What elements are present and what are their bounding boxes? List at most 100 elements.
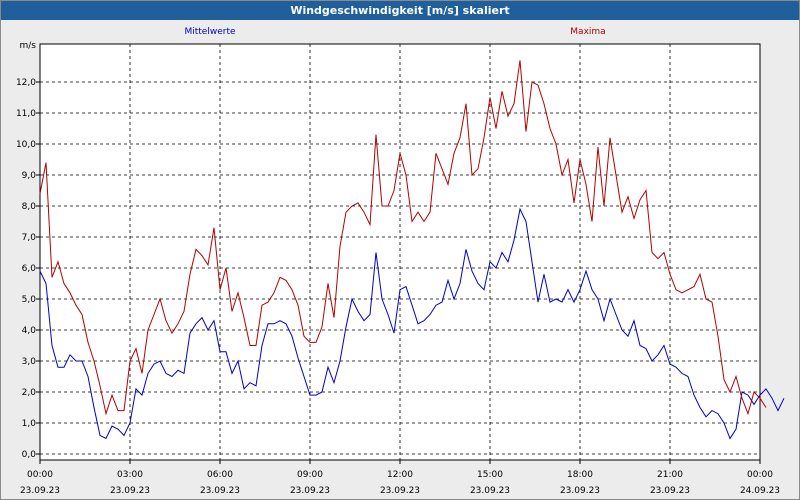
point-maxima	[315, 342, 316, 343]
x-tick-date: 23.09.23	[650, 486, 690, 496]
point-maxima	[411, 221, 412, 222]
y-tick-label: 3,0	[22, 357, 37, 367]
point-mittelwerte	[561, 302, 562, 303]
point-maxima	[489, 97, 490, 98]
point-mittelwerte	[45, 283, 46, 284]
point-maxima	[405, 174, 406, 175]
point-maxima	[357, 202, 358, 203]
point-mittelwerte	[441, 302, 442, 303]
point-mittelwerte	[435, 305, 436, 306]
point-maxima	[273, 292, 274, 293]
point-mittelwerte	[273, 323, 274, 324]
x-tick-date: 23.09.23	[200, 486, 240, 496]
point-mittelwerte	[429, 314, 430, 315]
point-maxima	[651, 252, 652, 253]
x-tick-date: 23.09.23	[110, 486, 150, 496]
point-maxima	[633, 218, 634, 219]
point-mittelwerte	[591, 289, 592, 290]
point-maxima	[423, 221, 424, 222]
point-maxima	[99, 385, 100, 386]
x-tick-date: 23.09.23	[380, 486, 420, 496]
x-tick-time: 00:00	[747, 470, 773, 480]
point-mittelwerte	[693, 395, 694, 396]
point-mittelwerte	[333, 382, 334, 383]
x-tick-date: 23.09.23	[290, 486, 330, 496]
point-mittelwerte	[351, 298, 352, 299]
point-mittelwerte	[39, 271, 40, 272]
x-tick-time: 18:00	[567, 470, 593, 480]
x-tick-time: 06:00	[207, 470, 233, 480]
point-mittelwerte	[711, 410, 712, 411]
point-mittelwerte	[51, 345, 52, 346]
x-tick-date: 24.09.23	[740, 486, 780, 496]
point-mittelwerte	[411, 305, 412, 306]
point-maxima	[63, 283, 64, 284]
point-mittelwerte	[573, 302, 574, 303]
point-mittelwerte	[315, 395, 316, 396]
point-maxima	[297, 305, 298, 306]
point-mittelwerte	[747, 395, 748, 396]
point-maxima	[639, 199, 640, 200]
point-maxima	[249, 345, 250, 346]
point-maxima	[195, 249, 196, 250]
point-mittelwerte	[93, 407, 94, 408]
point-maxima	[735, 376, 736, 377]
y-tick-label: 2,0	[22, 388, 37, 398]
point-maxima	[417, 212, 418, 213]
legend-maxima: Maxima	[570, 27, 605, 37]
y-tick-label: 9,0	[22, 171, 37, 181]
point-mittelwerte	[489, 261, 490, 262]
point-mittelwerte	[393, 333, 394, 334]
x-tick-time: 09:00	[297, 470, 323, 480]
point-maxima	[597, 147, 598, 148]
point-mittelwerte	[645, 348, 646, 349]
point-maxima	[459, 137, 460, 138]
point-maxima	[579, 159, 580, 160]
point-maxima	[513, 103, 514, 104]
point-mittelwerte	[453, 298, 454, 299]
point-mittelwerte	[231, 373, 232, 374]
point-mittelwerte	[399, 289, 400, 290]
point-maxima	[117, 410, 118, 411]
point-maxima	[153, 314, 154, 315]
point-mittelwerte	[597, 298, 598, 299]
point-mittelwerte	[627, 336, 628, 337]
point-mittelwerte	[447, 280, 448, 281]
y-tick-label: 0,0	[22, 450, 37, 460]
point-mittelwerte	[417, 323, 418, 324]
point-maxima	[51, 277, 52, 278]
series-line-mittelwerte	[39, 207, 785, 440]
point-maxima	[225, 267, 226, 268]
point-mittelwerte	[219, 351, 220, 352]
point-maxima	[135, 348, 136, 349]
point-maxima	[537, 85, 538, 86]
point-maxima	[681, 292, 682, 293]
point-maxima	[243, 317, 244, 318]
point-maxima	[723, 379, 724, 380]
series-line-maxima	[39, 60, 767, 416]
point-maxima	[219, 289, 220, 290]
point-maxima	[333, 317, 334, 318]
point-maxima	[129, 360, 130, 361]
point-mittelwerte	[267, 323, 268, 324]
point-mittelwerte	[609, 298, 610, 299]
point-maxima	[567, 159, 568, 160]
point-mittelwerte	[735, 429, 736, 430]
point-maxima	[213, 227, 214, 228]
point-maxima	[663, 252, 664, 253]
point-maxima	[561, 174, 562, 175]
point-mittelwerte	[135, 388, 136, 389]
point-maxima	[435, 153, 436, 154]
y-tick-label: 4,0	[22, 326, 37, 336]
point-maxima	[615, 174, 616, 175]
point-maxima	[309, 342, 310, 343]
point-mittelwerte	[141, 395, 142, 396]
data-series	[39, 60, 785, 440]
point-maxima	[87, 342, 88, 343]
point-mittelwerte	[753, 404, 754, 405]
point-mittelwerte	[531, 261, 532, 262]
point-maxima	[501, 91, 502, 92]
point-mittelwerte	[297, 357, 298, 358]
point-mittelwerte	[549, 302, 550, 303]
